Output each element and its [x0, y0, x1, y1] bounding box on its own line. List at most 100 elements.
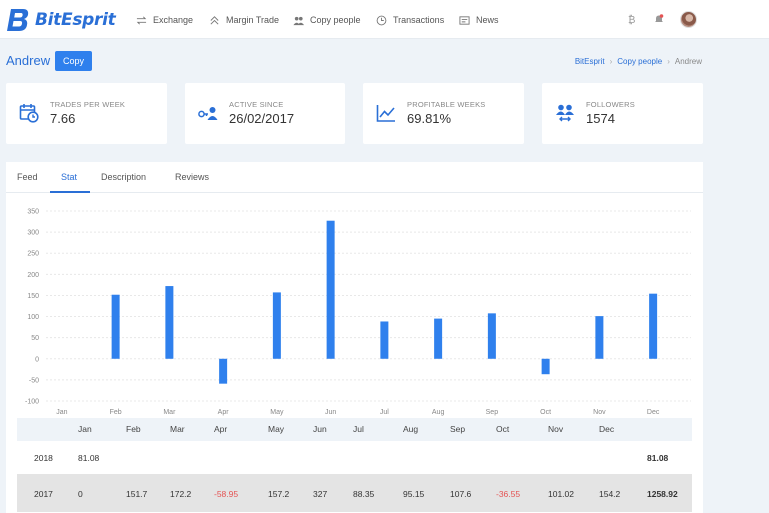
margin-trade-icon	[210, 15, 219, 24]
table-cell: 0	[78, 489, 83, 499]
y-tick-label: 150	[27, 293, 39, 300]
stats-panel: Feed Stat Description Reviews 350 300 250 2…	[6, 162, 703, 513]
stat-card-trades-per-week: Trades per week 7.66	[6, 83, 167, 144]
brand-logo[interactable]: BitEsprit	[6, 7, 116, 33]
x-tick-label: Feb	[110, 409, 122, 416]
notifications-button[interactable]	[652, 12, 666, 26]
copy-people-icon	[293, 16, 304, 25]
page-title: Andrew	[6, 53, 51, 68]
brand-name: BitEsprit	[35, 10, 116, 30]
nav-margin-trade[interactable]: Margin Trade	[209, 12, 279, 28]
stat-value: 69.81%	[407, 111, 452, 126]
table-row: 2018 81.08 81.08	[17, 441, 692, 474]
chart-bar-nov[interactable]	[595, 316, 604, 359]
followers-icon	[556, 104, 574, 122]
y-tick-label: 200	[27, 272, 39, 279]
y-tick-label: 50	[31, 335, 39, 342]
monthly-performance-chart: 350 300 250 200 150 100 50 0 -50 -100 Jan Feb Mar Apr…	[25, 209, 691, 416]
table-year-cell: 2018	[34, 453, 53, 463]
nav-transactions[interactable]: Transactions	[376, 12, 444, 28]
nav-exchange[interactable]: Exchange	[136, 12, 193, 28]
top-navbar: BitEsprit Exchange Margin Trade Copy peo…	[0, 0, 769, 39]
table-cell: 154.2	[599, 489, 621, 499]
nav-news[interactable]: News	[459, 12, 499, 28]
breadcrumb-separator-icon: ›	[667, 57, 670, 66]
y-tick-label: -50	[29, 377, 39, 384]
table-header-row: Jan Feb Mar Apr May Jun Jul Aug Sep Oct Nov Dec	[17, 418, 692, 441]
user-key-icon	[198, 107, 218, 120]
stat-label: Trades per week	[50, 100, 126, 109]
table-cell: 101.02	[548, 489, 574, 499]
breadcrumb-home[interactable]: BitEsprit	[574, 57, 605, 66]
table-header-cell: Jan	[78, 424, 92, 434]
copy-button[interactable]: Copy	[55, 51, 92, 71]
x-tick-label: May	[270, 409, 284, 416]
nav-copy-people[interactable]: Copy people	[293, 12, 361, 28]
stat-label: Profitable weeks	[407, 100, 486, 109]
bitcoin-button[interactable]: ₿	[625, 12, 639, 26]
breadcrumb-separator-icon: ›	[609, 57, 613, 66]
x-tick-label: Jun	[325, 409, 336, 416]
chart-bar-may[interactable]	[272, 292, 281, 359]
y-tick-label: 250	[27, 251, 39, 258]
table-header-cell: Nov	[548, 424, 564, 434]
x-tick-label: Jan	[56, 409, 67, 416]
x-tick-label: Apr	[218, 409, 230, 416]
chart-bar-apr[interactable]	[219, 358, 228, 384]
table-cell: 81.08	[78, 453, 100, 463]
chart-bar-jul[interactable]	[380, 321, 389, 359]
table-header-cell: Jun	[313, 424, 327, 434]
nav-news-label: News	[476, 15, 499, 25]
stat-label: Active since	[229, 100, 284, 109]
tab-stat[interactable]: Stat	[61, 172, 78, 182]
x-tick-label: Nov	[593, 409, 606, 416]
breadcrumb-current: Andrew	[674, 57, 702, 66]
tab-description[interactable]: Description	[101, 172, 147, 182]
table-row: 2017 0 151.7 172.2 -58.95 157.2 327 88.35 95.15 1…	[17, 474, 692, 512]
news-icon	[459, 15, 470, 25]
table-header-cell: Jul	[353, 424, 364, 434]
bitcoin-icon: ₿	[628, 14, 635, 25]
exchange-icon	[136, 16, 147, 24]
table-header-cell: Mar	[170, 424, 185, 434]
stat-label: Followers	[586, 100, 635, 109]
avatar[interactable]	[680, 11, 697, 28]
table-cell: 88.35	[353, 489, 375, 499]
chart-bar-jun[interactable]	[326, 220, 335, 359]
stat-card-profitable-weeks: Profitable weeks 69.81%	[363, 83, 524, 144]
table-cell: 327	[313, 489, 328, 499]
x-tick-label: Dec	[647, 409, 660, 416]
table-year-cell: 2017	[34, 489, 53, 499]
x-tick-label: Aug	[432, 409, 445, 416]
table-header-cell: Dec	[599, 424, 615, 434]
stat-value: 26/02/2017	[229, 111, 295, 126]
breadcrumb-copy-people[interactable]: Copy people	[617, 57, 663, 66]
table-header-cell: Feb	[126, 424, 141, 434]
chart-bar-feb[interactable]	[111, 294, 120, 359]
y-tick-label: 300	[27, 230, 39, 237]
table-header-cell: Aug	[403, 424, 419, 434]
transactions-icon	[376, 15, 387, 25]
table-cell: 107.6	[450, 489, 472, 499]
nav-exchange-label: Exchange	[153, 15, 194, 25]
y-tick-label: 350	[27, 209, 39, 216]
y-tick-label: -100	[25, 399, 39, 406]
table-header-cell: Apr	[214, 424, 228, 434]
stat-card-active-since: Active since 26/02/2017	[185, 83, 345, 144]
table-cell: 172.2	[170, 489, 192, 499]
chart-bar-mar[interactable]	[165, 286, 174, 359]
y-tick-label: 0	[35, 356, 39, 363]
line-chart-icon	[376, 105, 395, 122]
chart-bar-aug[interactable]	[434, 318, 443, 359]
table-total-cell: 1258.92	[647, 489, 678, 499]
calendar-clock-icon	[19, 104, 39, 123]
chart-bar-oct[interactable]	[541, 358, 550, 375]
table-total-cell: 81.08	[647, 453, 669, 463]
tab-reviews[interactable]: Reviews	[175, 172, 210, 182]
nav-transactions-label: Transactions	[393, 15, 445, 25]
stat-value: 7.66	[50, 111, 76, 126]
table-cell: -36.55	[496, 489, 521, 499]
chart-bar-sep[interactable]	[487, 313, 496, 359]
chart-bar-dec[interactable]	[649, 293, 658, 359]
tab-feed[interactable]: Feed	[17, 172, 38, 182]
